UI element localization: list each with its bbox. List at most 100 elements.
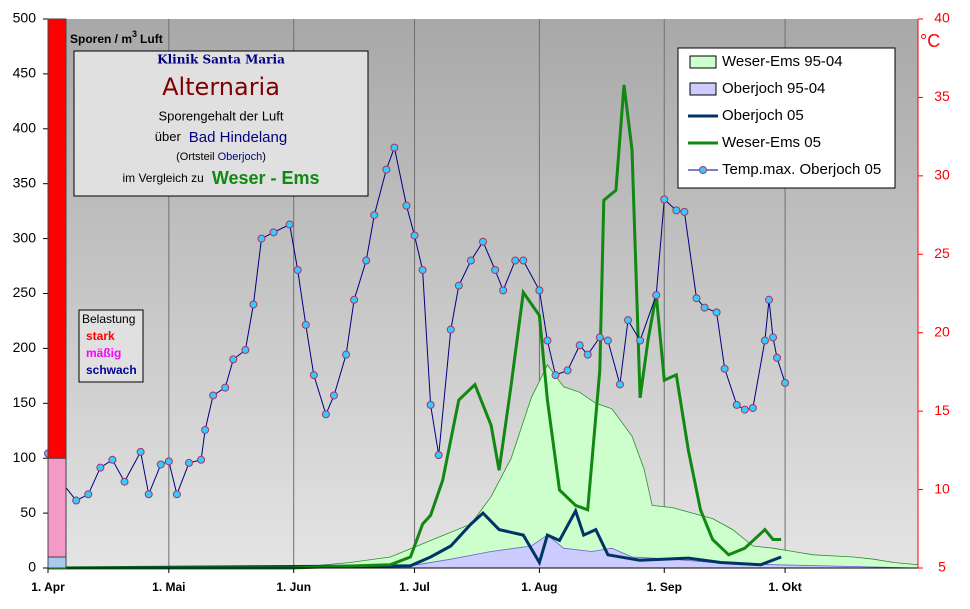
marker: [511, 256, 520, 265]
y-label-text: Sporen / m: [70, 32, 132, 46]
marker: [321, 410, 330, 419]
x-tick-label: 1. Sep: [647, 580, 682, 594]
y-tick-label: 300: [13, 229, 37, 245]
legend-label: Temp.max. Oberjoch 05: [722, 161, 881, 178]
marker: [136, 447, 145, 456]
marker: [402, 201, 411, 210]
legend-frame: [677, 47, 896, 189]
info-over: über: [155, 129, 182, 144]
marker: [229, 355, 238, 364]
legend-swatch: [689, 82, 717, 96]
x-tick-label: 1. Aug: [521, 580, 557, 594]
marker: [551, 371, 560, 380]
district: Oberjoch: [218, 151, 263, 163]
marker: [692, 294, 701, 303]
y-tick-label: 450: [13, 65, 37, 81]
marker: [426, 400, 435, 409]
marker: [479, 237, 487, 246]
y-label-rest: Luft: [140, 32, 163, 46]
region: Weser - Ems: [212, 168, 320, 188]
y-tick-label: 400: [13, 120, 37, 136]
y2-tick-label: 40: [934, 10, 950, 26]
info-compare: im Vergleich zu Weser - Ems: [122, 168, 319, 188]
marker: [636, 336, 645, 345]
marker: [543, 336, 552, 345]
marker: [575, 341, 584, 350]
marker: [362, 256, 371, 265]
marker: [221, 383, 230, 392]
load-segment: [47, 18, 67, 459]
marker: [700, 303, 709, 312]
marker: [108, 455, 117, 464]
load-segment: [47, 556, 67, 569]
info-title: Alternaria: [162, 73, 280, 101]
x-tick-label: 1. Jul: [399, 580, 430, 594]
y-tick-label: 0: [28, 559, 36, 575]
marker: [595, 333, 604, 342]
legend-label: Weser-Ems 05: [722, 134, 821, 151]
marker: [603, 336, 612, 345]
marker: [309, 371, 318, 380]
legend-label: Weser-Ems 95-04: [722, 53, 843, 70]
y2-tick-label: 30: [934, 167, 950, 183]
marker: [329, 391, 338, 400]
marker: [285, 220, 294, 229]
marker: [680, 207, 689, 216]
marker: [535, 286, 544, 295]
marker: [269, 228, 278, 237]
marker: [84, 490, 93, 499]
marker: [156, 460, 165, 469]
marker: [773, 353, 782, 362]
y2-tick-label: 5: [938, 559, 946, 575]
marker: [382, 165, 391, 174]
info-place: über Bad Hindelang: [155, 129, 287, 146]
y-tick-label: 500: [13, 10, 37, 26]
y-tick-label: 250: [13, 284, 37, 300]
x-tick-label: 1. Mai: [152, 580, 185, 594]
load-legend: Belastung: [78, 309, 144, 383]
marker: [120, 477, 129, 486]
y-tick-label: 350: [13, 174, 37, 190]
marker: [257, 234, 266, 243]
y2-tick-label: 20: [934, 323, 950, 339]
legend-swatch: [689, 55, 717, 69]
legend: Weser-Ems 95-04 Oberjoch 95-04 Oberjoch 05…: [677, 47, 896, 189]
marker: [249, 300, 258, 309]
y-tick-label: 200: [13, 339, 37, 355]
marker: [712, 308, 721, 317]
marker: [615, 380, 624, 389]
load-level-label: stark: [86, 329, 115, 343]
marker: [499, 286, 508, 295]
info-district: (Ortsteil Oberjoch): [176, 151, 266, 163]
marker: [350, 295, 359, 304]
marker: [624, 316, 632, 325]
legend-label: Oberjoch 95-04: [722, 80, 825, 97]
marker: [491, 265, 500, 274]
marker: [301, 320, 310, 329]
load-title: Belastung: [82, 312, 135, 326]
marker: [241, 345, 250, 354]
marker: [652, 291, 661, 300]
y-axis-label: Sporen / m3 Luft: [70, 29, 163, 46]
info-line: Sporengehalt der Luft: [158, 108, 283, 123]
y2-tick-label: 35: [934, 88, 950, 104]
load-level-label: mäßig: [86, 346, 121, 360]
x-tick-label: 1. Apr: [31, 580, 65, 594]
marker: [720, 364, 729, 373]
marker: [209, 391, 218, 400]
marker: [342, 350, 351, 359]
load-legend-frame: [78, 309, 144, 383]
y2-tick-label: 25: [934, 245, 950, 261]
marker: [96, 463, 105, 472]
marker: [201, 425, 210, 434]
marker: [418, 265, 427, 274]
marker: [144, 490, 153, 499]
load-segment: [47, 457, 67, 558]
clinic: Klinik Santa Maria: [157, 53, 285, 67]
marker: [660, 195, 669, 204]
y2-axis-label: °C: [920, 31, 940, 51]
marker: [764, 295, 773, 304]
y-tick-label: 50: [20, 504, 36, 520]
marker: [760, 336, 769, 345]
